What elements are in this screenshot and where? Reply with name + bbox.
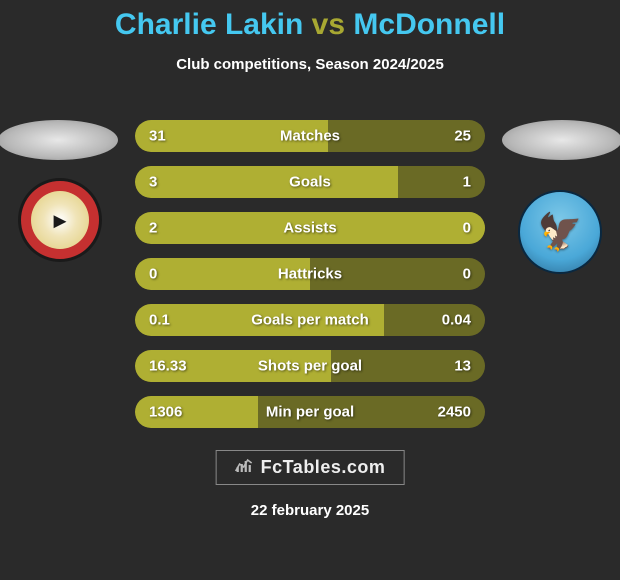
comparison-title: Charlie Lakin vs McDonnell bbox=[0, 8, 620, 42]
stat-value-left: 16.33 bbox=[149, 358, 187, 375]
stat-label: Shots per goal bbox=[258, 358, 362, 375]
stat-value-right: 25 bbox=[454, 128, 471, 145]
stat-bar: 0.1 Goals per match 0.04 bbox=[135, 304, 485, 336]
stat-bar: 2 Assists 0 bbox=[135, 212, 485, 244]
stat-label: Matches bbox=[280, 128, 340, 145]
stats-bars: 31 Matches 25 3 Goals 1 2 Assists 0 0 Hattricks 0 0.… bbox=[135, 120, 485, 428]
stat-value-left: 1306 bbox=[149, 404, 182, 421]
subtitle: Club competitions, Season 2024/2025 bbox=[0, 56, 620, 73]
stat-value-left: 2 bbox=[149, 220, 157, 237]
stat-bar: 1306 Min per goal 2450 bbox=[135, 396, 485, 428]
stat-label: Min per goal bbox=[266, 404, 354, 421]
stat-value-left: 31 bbox=[149, 128, 166, 145]
stat-bar-fill bbox=[135, 166, 398, 198]
walsall-bird-icon: ▸ bbox=[53, 205, 66, 236]
stat-bar: 0 Hattricks 0 bbox=[135, 258, 485, 290]
player2-name: McDonnell bbox=[353, 8, 505, 41]
stat-label: Goals per match bbox=[251, 312, 369, 329]
brand-box: FcTables.com bbox=[216, 450, 405, 485]
spotlight-right bbox=[502, 120, 620, 160]
stat-label: Goals bbox=[289, 174, 331, 191]
stat-label: Assists bbox=[283, 220, 336, 237]
stat-value-right: 0 bbox=[463, 266, 471, 283]
stat-value-right: 13 bbox=[454, 358, 471, 375]
brand-text: FcTables.com bbox=[261, 457, 386, 478]
stat-value-left: 3 bbox=[149, 174, 157, 191]
stage: ▸ 🦅 31 Matches 25 3 Goals 1 2 Assists 0 0 Hattrick… bbox=[0, 110, 620, 440]
header: Charlie Lakin vs McDonnell Club competit… bbox=[0, 0, 620, 73]
stat-value-right: 1 bbox=[463, 174, 471, 191]
stat-value-right: 0.04 bbox=[442, 312, 471, 329]
team-logo-left: ▸ bbox=[18, 178, 102, 262]
stat-value-left: 0 bbox=[149, 266, 157, 283]
date-text: 22 february 2025 bbox=[0, 502, 620, 519]
stat-value-right: 0 bbox=[463, 220, 471, 237]
chart-icon bbox=[235, 457, 253, 478]
stat-value-left: 0.1 bbox=[149, 312, 170, 329]
team-logo-right: 🦅 bbox=[518, 190, 602, 274]
vs-text: vs bbox=[312, 8, 345, 41]
stat-bar: 3 Goals 1 bbox=[135, 166, 485, 198]
stat-bar: 31 Matches 25 bbox=[135, 120, 485, 152]
colchester-eagle-icon: 🦅 bbox=[538, 211, 583, 253]
spotlight-left bbox=[0, 120, 118, 160]
stat-value-right: 2450 bbox=[438, 404, 471, 421]
stat-label: Hattricks bbox=[278, 266, 342, 283]
player1-name: Charlie Lakin bbox=[115, 8, 303, 41]
team-logo-left-inner: ▸ bbox=[31, 191, 89, 249]
stat-bar: 16.33 Shots per goal 13 bbox=[135, 350, 485, 382]
